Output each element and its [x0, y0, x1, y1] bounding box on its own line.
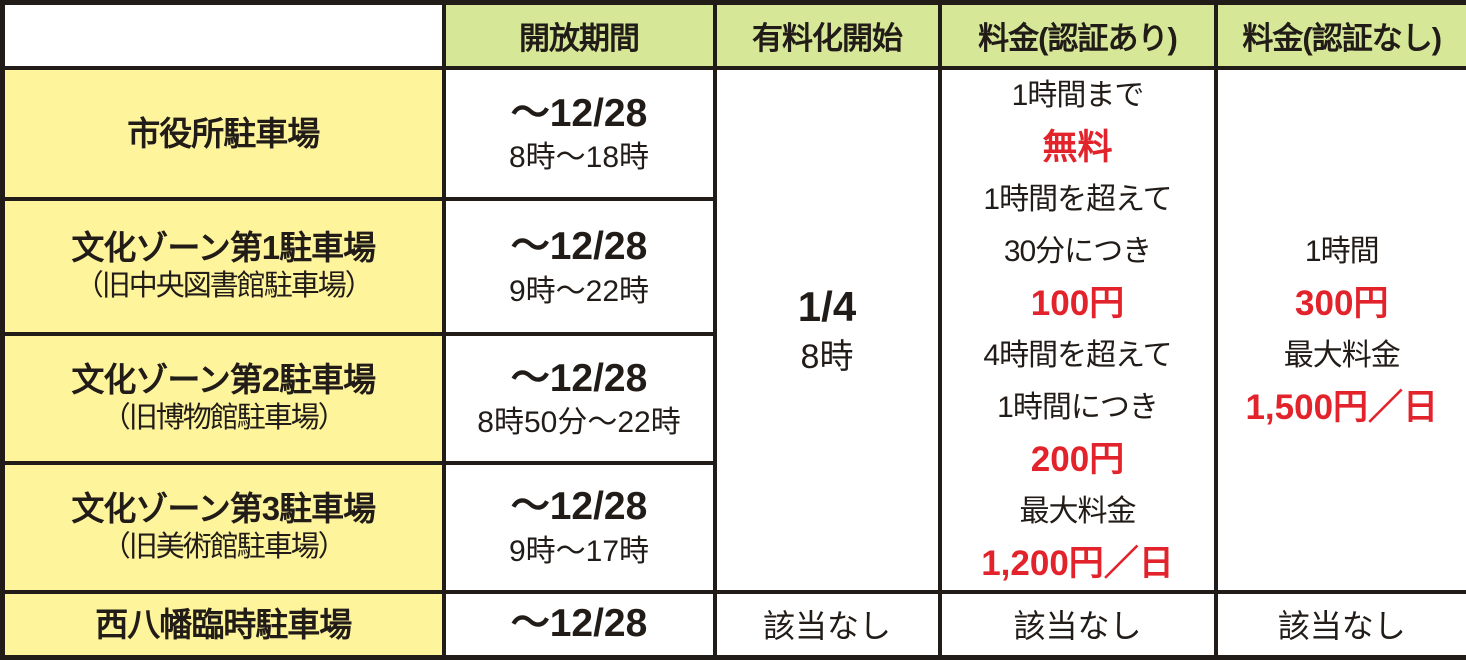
fee-auth-price: 200円	[946, 434, 1210, 486]
open-period-cell: ～12/28 9時～17時	[444, 463, 715, 592]
fee-noauth-merged-cell: 1時間 300円 最大料金 1,500円／日	[1216, 68, 1466, 592]
fee-auth-line: 30分につき	[946, 226, 1210, 278]
period-date: ～12/28	[450, 355, 709, 404]
table-row: 市役所駐車場 ～12/28 8時～18時 1/4 8時 1時間まで 無料 1時間…	[3, 68, 1466, 200]
open-period-cell: ～12/28 9時～22時	[444, 199, 715, 334]
period-time: 9時～17時	[450, 532, 709, 571]
period-time: 8時～18時	[450, 138, 709, 177]
fee-auth-price: 100円	[946, 278, 1210, 330]
lot-name-cell: 文化ゾーン第3駐車場 （旧美術館駐車場）	[3, 463, 444, 592]
period-date: ～12/28	[450, 223, 709, 272]
fee-auth-merged-cell: 1時間まで 無料 1時間を超えて 30分につき 100円 4時間を超えて 1時間…	[940, 68, 1216, 592]
fee-noauth-price: 300円	[1222, 278, 1463, 330]
period-date: ～12/28	[450, 90, 709, 139]
fee-auth-na-cell: 該当なし	[940, 592, 1216, 658]
fee-auth-price: 1,200円／日	[946, 538, 1210, 590]
period-date: ～12/28	[450, 600, 709, 649]
lot-subname: （旧中央図書館駐車場）	[9, 268, 438, 306]
table-row: 西八幡臨時駐車場 ～12/28 該当なし 該当なし 該当なし	[3, 592, 1466, 658]
lot-name-cell: 西八幡臨時駐車場	[3, 592, 444, 658]
lot-subname: （旧博物館駐車場）	[9, 400, 438, 438]
fee-noauth-line: 最大料金	[1222, 330, 1463, 382]
lot-name: 文化ゾーン第1駐車場	[9, 227, 438, 268]
lot-name-cell: 市役所駐車場	[3, 68, 444, 200]
fee-auth-line: 1時間につき	[946, 382, 1210, 434]
period-date: ～12/28	[450, 483, 709, 532]
header-fee-auth: 料金(認証あり)	[940, 3, 1216, 68]
lot-name: 西八幡臨時駐車場	[9, 604, 438, 645]
lot-subname: （旧美術館駐車場）	[9, 529, 438, 567]
open-period-cell: ～12/28	[444, 592, 715, 658]
lot-name: 文化ゾーン第3駐車場	[9, 488, 438, 529]
open-period-cell: ～12/28 8時50分～22時	[444, 334, 715, 463]
paid-start-date: 1/4	[721, 280, 934, 335]
paid-start-merged-cell: 1/4 8時	[715, 68, 940, 592]
fee-auth-line: 4時間を超えて	[946, 330, 1210, 382]
fee-noauth-na-cell: 該当なし	[1216, 592, 1466, 658]
lot-name: 文化ゾーン第2駐車場	[9, 359, 438, 400]
lot-name: 市役所駐車場	[9, 113, 438, 154]
open-period-cell: ～12/28 8時～18時	[444, 68, 715, 200]
period-time: 9時～22時	[450, 272, 709, 311]
header-blank-cell	[3, 3, 444, 68]
fee-auth-line: 1時間を超えて	[946, 174, 1210, 226]
paid-start-na-cell: 該当なし	[715, 592, 940, 658]
header-open-period: 開放期間	[444, 3, 715, 68]
fee-auth-price: 無料	[946, 122, 1210, 174]
paid-start-time: 8時	[721, 335, 934, 379]
period-time: 8時50分～22時	[450, 403, 709, 442]
fee-auth-line: 最大料金	[946, 486, 1210, 538]
header-row: 開放期間 有料化開始 料金(認証あり) 料金(認証なし)	[3, 3, 1466, 68]
fee-noauth-line: 1時間	[1222, 226, 1463, 278]
lot-name-cell: 文化ゾーン第1駐車場 （旧中央図書館駐車場）	[3, 199, 444, 334]
fee-auth-line: 1時間まで	[946, 70, 1210, 122]
lot-name-cell: 文化ゾーン第2駐車場 （旧博物館駐車場）	[3, 334, 444, 463]
header-paid-start: 有料化開始	[715, 3, 940, 68]
fee-noauth-price: 1,500円／日	[1222, 382, 1463, 434]
header-fee-noauth: 料金(認証なし)	[1216, 3, 1466, 68]
